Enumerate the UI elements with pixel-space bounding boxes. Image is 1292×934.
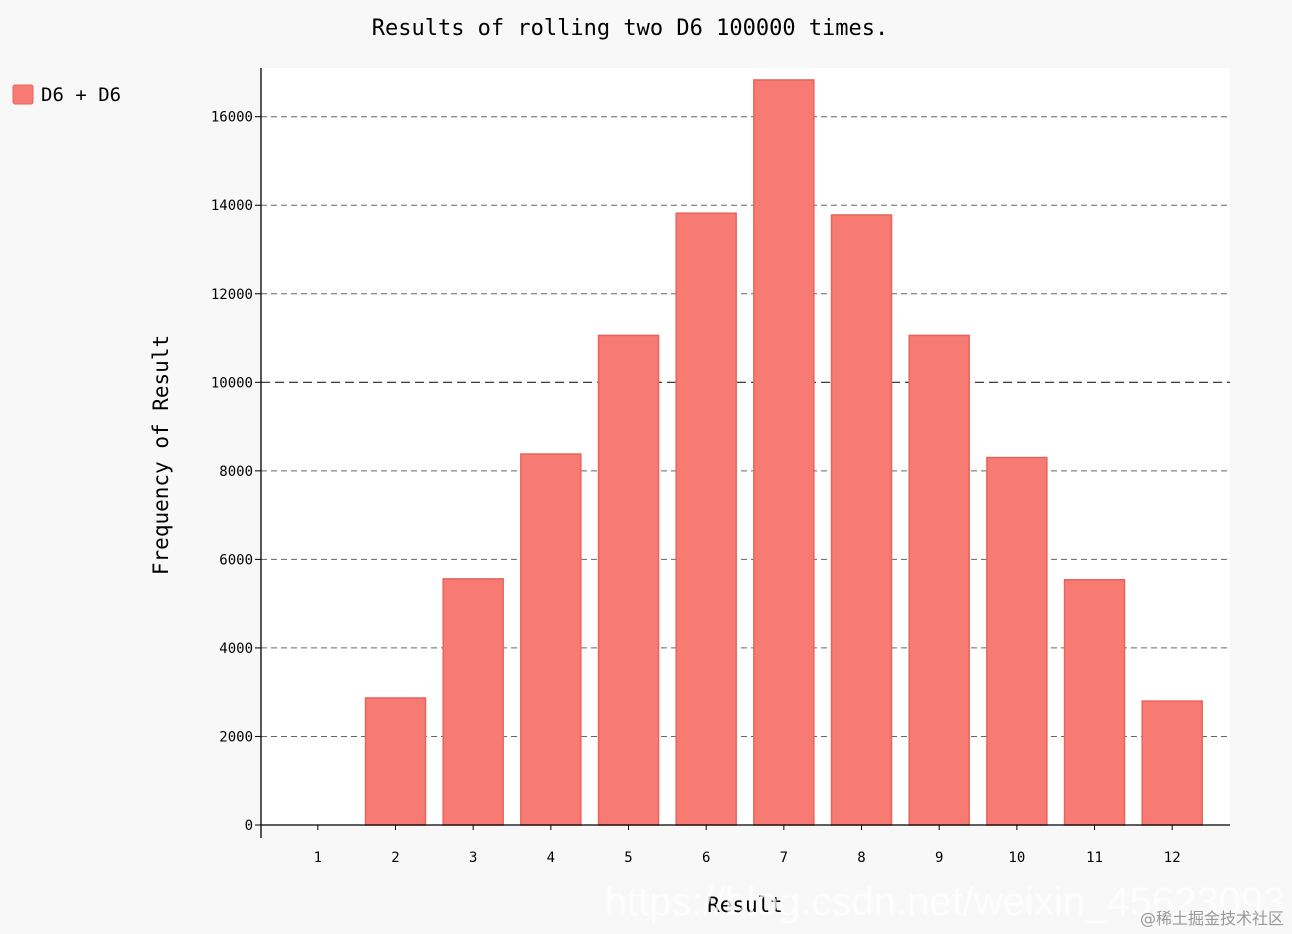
x-tick-label-7: 7 [780,850,788,866]
bar-8[interactable] [830,214,893,826]
y-tick-label-10000: 10000 [211,375,253,391]
bars [364,79,1203,826]
bar-7[interactable] [753,79,815,826]
bar-11[interactable] [1063,578,1126,826]
watermark-url: https://blog.csdn.net/weixin_45623093 [605,880,1286,924]
x-tick-label-2: 2 [391,850,399,866]
y-axis-ticks: 0 2000 4000 6000 8000 10000 12000 14000 16000 [211,110,261,834]
bar-5[interactable] [597,334,660,826]
bar-12[interactable] [1141,700,1203,826]
x-tick-label-3: 3 [469,850,477,866]
bar-2[interactable] [364,697,427,826]
y-tick-label-12000: 12000 [211,287,253,303]
x-tick-label-6: 6 [702,850,710,866]
x-tick-label-5: 5 [624,850,632,866]
x-tick-label-1: 1 [314,850,322,866]
x-tick-label-8: 8 [857,850,865,866]
x-tick-label-4: 4 [547,850,555,866]
watermark-site: @稀土掘金技术社区 [1140,909,1284,928]
y-axis-title: Frequency of Result [149,335,173,575]
x-tick-label-9: 9 [935,850,943,866]
bar-10[interactable] [986,456,1048,826]
x-tick-label-10: 10 [1008,850,1025,866]
axes [260,68,1230,838]
bar-3[interactable] [442,578,504,826]
y-tick-label-16000: 16000 [211,110,253,126]
y-tick-label-8000: 8000 [219,464,253,480]
x-tick-label-11: 11 [1086,850,1103,866]
chart-title: Results of rolling two D6 100000 times. [372,16,889,41]
x-axis-title: Result [707,893,783,917]
x-tick-label-12: 12 [1164,850,1181,866]
y-tick-label-14000: 14000 [211,198,253,214]
legend-label[interactable]: D6 + D6 [41,84,121,106]
legend[interactable]: D6 + D6 [12,84,121,106]
bar-4[interactable] [520,453,582,826]
y-tick-label-2000: 2000 [219,729,253,745]
y-tick-label-4000: 4000 [219,641,253,657]
y-tick-label-6000: 6000 [219,552,253,568]
y-tick-label-0: 0 [245,818,253,834]
x-axis-ticks: 1 2 3 4 5 6 7 8 9 10 11 12 [314,825,1181,866]
bar-9[interactable] [908,334,970,826]
legend-swatch[interactable] [12,84,34,105]
bar-6[interactable] [675,212,737,826]
